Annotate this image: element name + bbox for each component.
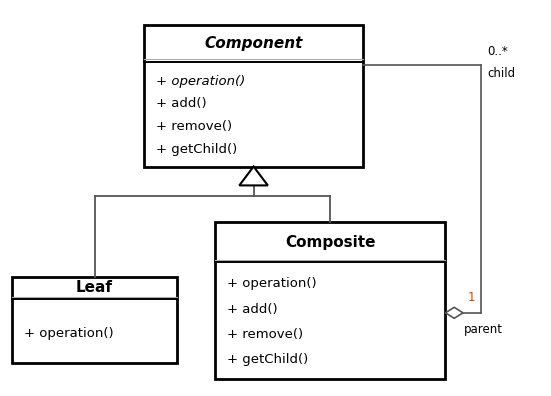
Text: + add(): + add(): [156, 97, 207, 110]
Text: Component: Component: [204, 36, 302, 51]
Text: + remove(): + remove(): [227, 328, 304, 341]
Text: 1: 1: [467, 291, 475, 304]
Text: + remove(): + remove(): [156, 120, 232, 133]
Bar: [144, 25, 363, 167]
Text: + add(): + add(): [227, 303, 278, 316]
Bar: [215, 222, 445, 379]
Bar: [12, 277, 177, 363]
Text: + getChild(): + getChild(): [156, 143, 237, 156]
Text: Composite: Composite: [285, 234, 376, 249]
Polygon shape: [239, 167, 268, 185]
Text: + operation(): + operation(): [24, 327, 114, 340]
Text: 0..*: 0..*: [488, 44, 509, 57]
Polygon shape: [445, 307, 463, 318]
Text: + operation(): + operation(): [156, 74, 245, 88]
Text: parent: parent: [464, 323, 503, 336]
Text: Leaf: Leaf: [76, 280, 113, 295]
Text: + operation(): + operation(): [227, 278, 317, 291]
Text: + getChild(): + getChild(): [227, 353, 309, 366]
Text: child: child: [488, 67, 516, 80]
